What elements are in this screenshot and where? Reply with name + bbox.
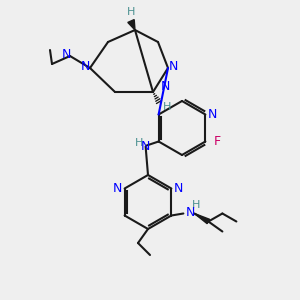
Text: N: N bbox=[80, 61, 90, 74]
Text: H: H bbox=[127, 7, 135, 17]
Polygon shape bbox=[128, 20, 135, 30]
Text: N: N bbox=[208, 108, 217, 121]
Text: F: F bbox=[214, 135, 221, 148]
Text: N: N bbox=[141, 140, 150, 153]
Text: H: H bbox=[192, 200, 201, 211]
Text: N: N bbox=[174, 182, 183, 195]
Text: H: H bbox=[134, 137, 143, 148]
Polygon shape bbox=[194, 214, 210, 224]
Text: N: N bbox=[160, 80, 170, 93]
Text: N: N bbox=[186, 206, 195, 219]
Text: H: H bbox=[163, 102, 171, 112]
Text: N: N bbox=[168, 61, 178, 74]
Text: N: N bbox=[61, 49, 71, 62]
Text: N: N bbox=[113, 182, 122, 195]
